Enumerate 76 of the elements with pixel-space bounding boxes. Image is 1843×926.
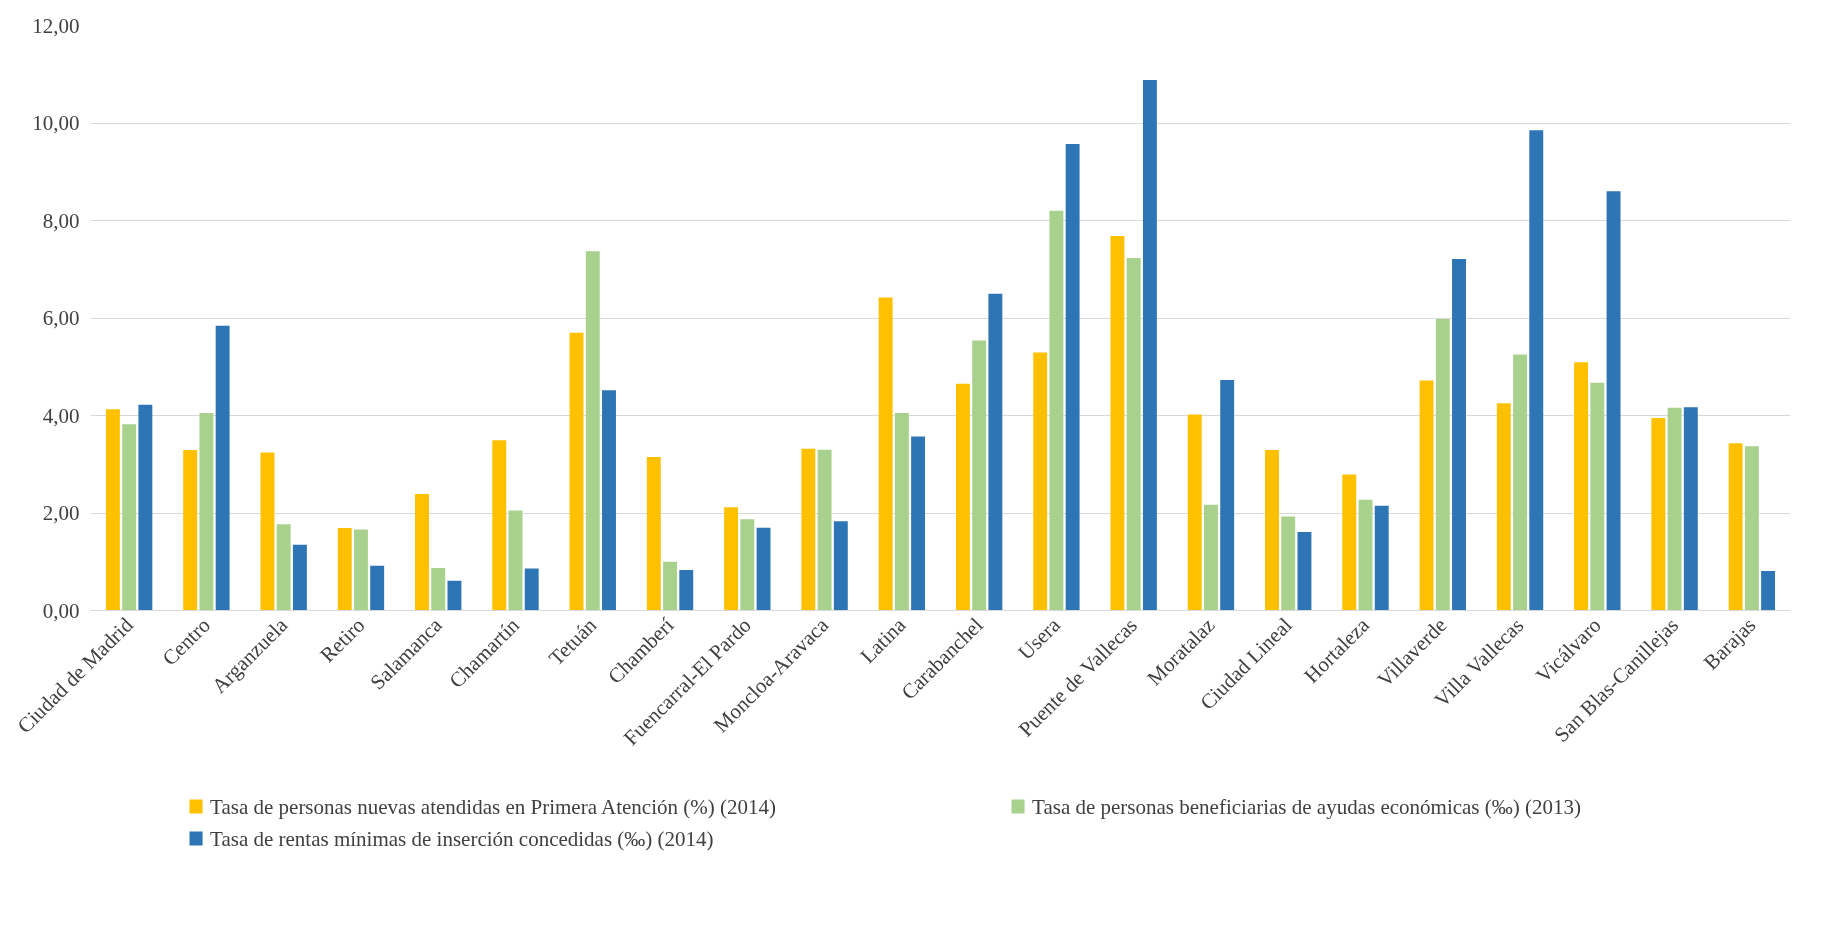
y-tick-label: 8,00 <box>42 208 80 233</box>
bar <box>1496 403 1511 611</box>
bar <box>215 325 230 611</box>
y-tick-label: 2,00 <box>42 501 80 525</box>
bar <box>1435 318 1450 611</box>
bar <box>1065 143 1080 611</box>
bar <box>1761 571 1776 611</box>
legend-label: Tasa de rentas mínimas de inserción concedidas (‰) (2014) <box>210 826 714 851</box>
bar <box>911 436 926 611</box>
bar <box>1744 446 1759 611</box>
bar <box>955 383 970 611</box>
bar <box>585 251 600 611</box>
bar <box>199 413 214 611</box>
bar <box>122 424 137 611</box>
bar <box>1374 505 1389 611</box>
y-tick-label: 10,00 <box>32 111 80 135</box>
bar <box>988 293 1003 611</box>
bar <box>1142 80 1157 611</box>
bar <box>492 440 507 611</box>
bar <box>602 390 616 611</box>
bar <box>663 561 677 611</box>
bar <box>260 452 275 611</box>
bar <box>740 519 755 611</box>
bar <box>138 404 153 611</box>
bar <box>1513 354 1527 611</box>
bar <box>1126 258 1141 611</box>
bar <box>878 297 893 611</box>
bar <box>1281 516 1296 611</box>
bar <box>431 568 446 611</box>
legend-label: Tasa de personas beneficiarias de ayudas económicas (‰) (2013) <box>1032 794 1582 819</box>
bar <box>569 332 584 611</box>
bar <box>1204 504 1218 611</box>
bar <box>370 565 385 611</box>
bar <box>894 413 909 611</box>
bar <box>1358 499 1373 611</box>
bar <box>1342 474 1357 611</box>
bar <box>354 529 368 611</box>
bar <box>337 528 352 611</box>
bar <box>1110 236 1125 611</box>
bar <box>292 544 307 611</box>
bar <box>1590 382 1605 611</box>
y-tick-label: 6,00 <box>42 306 80 330</box>
bar <box>524 568 539 611</box>
y-tick-label: 12,00 <box>32 13 80 38</box>
bar <box>972 340 987 611</box>
bar <box>1683 407 1698 611</box>
bar <box>105 409 120 611</box>
bar <box>801 448 816 611</box>
bar <box>1033 352 1048 611</box>
bar <box>183 450 198 611</box>
bar <box>756 527 771 611</box>
bar <box>1049 210 1064 611</box>
y-tick-label: 0,00 <box>42 598 80 623</box>
bar <box>1187 414 1202 611</box>
bar <box>724 507 739 611</box>
bar <box>276 524 291 611</box>
bar <box>1667 407 1682 611</box>
bar <box>1419 380 1434 611</box>
bar <box>1265 450 1279 611</box>
bar <box>1728 443 1743 611</box>
bar <box>1574 362 1589 611</box>
y-tick-label: 4,00 <box>42 403 80 428</box>
bar <box>1606 191 1621 611</box>
bar <box>833 521 848 611</box>
legend-label: Tasa de personas nuevas atendidas en Primera Atención (%) (2014) <box>210 794 776 819</box>
bar <box>1452 259 1466 611</box>
bar <box>508 510 523 611</box>
bar <box>1220 379 1235 611</box>
bar <box>646 456 661 611</box>
bar <box>679 570 694 611</box>
bar <box>1651 417 1666 611</box>
bar <box>1529 130 1544 611</box>
bar <box>1297 532 1312 611</box>
bar <box>447 580 462 611</box>
bar <box>415 493 429 611</box>
bar <box>817 449 832 611</box>
